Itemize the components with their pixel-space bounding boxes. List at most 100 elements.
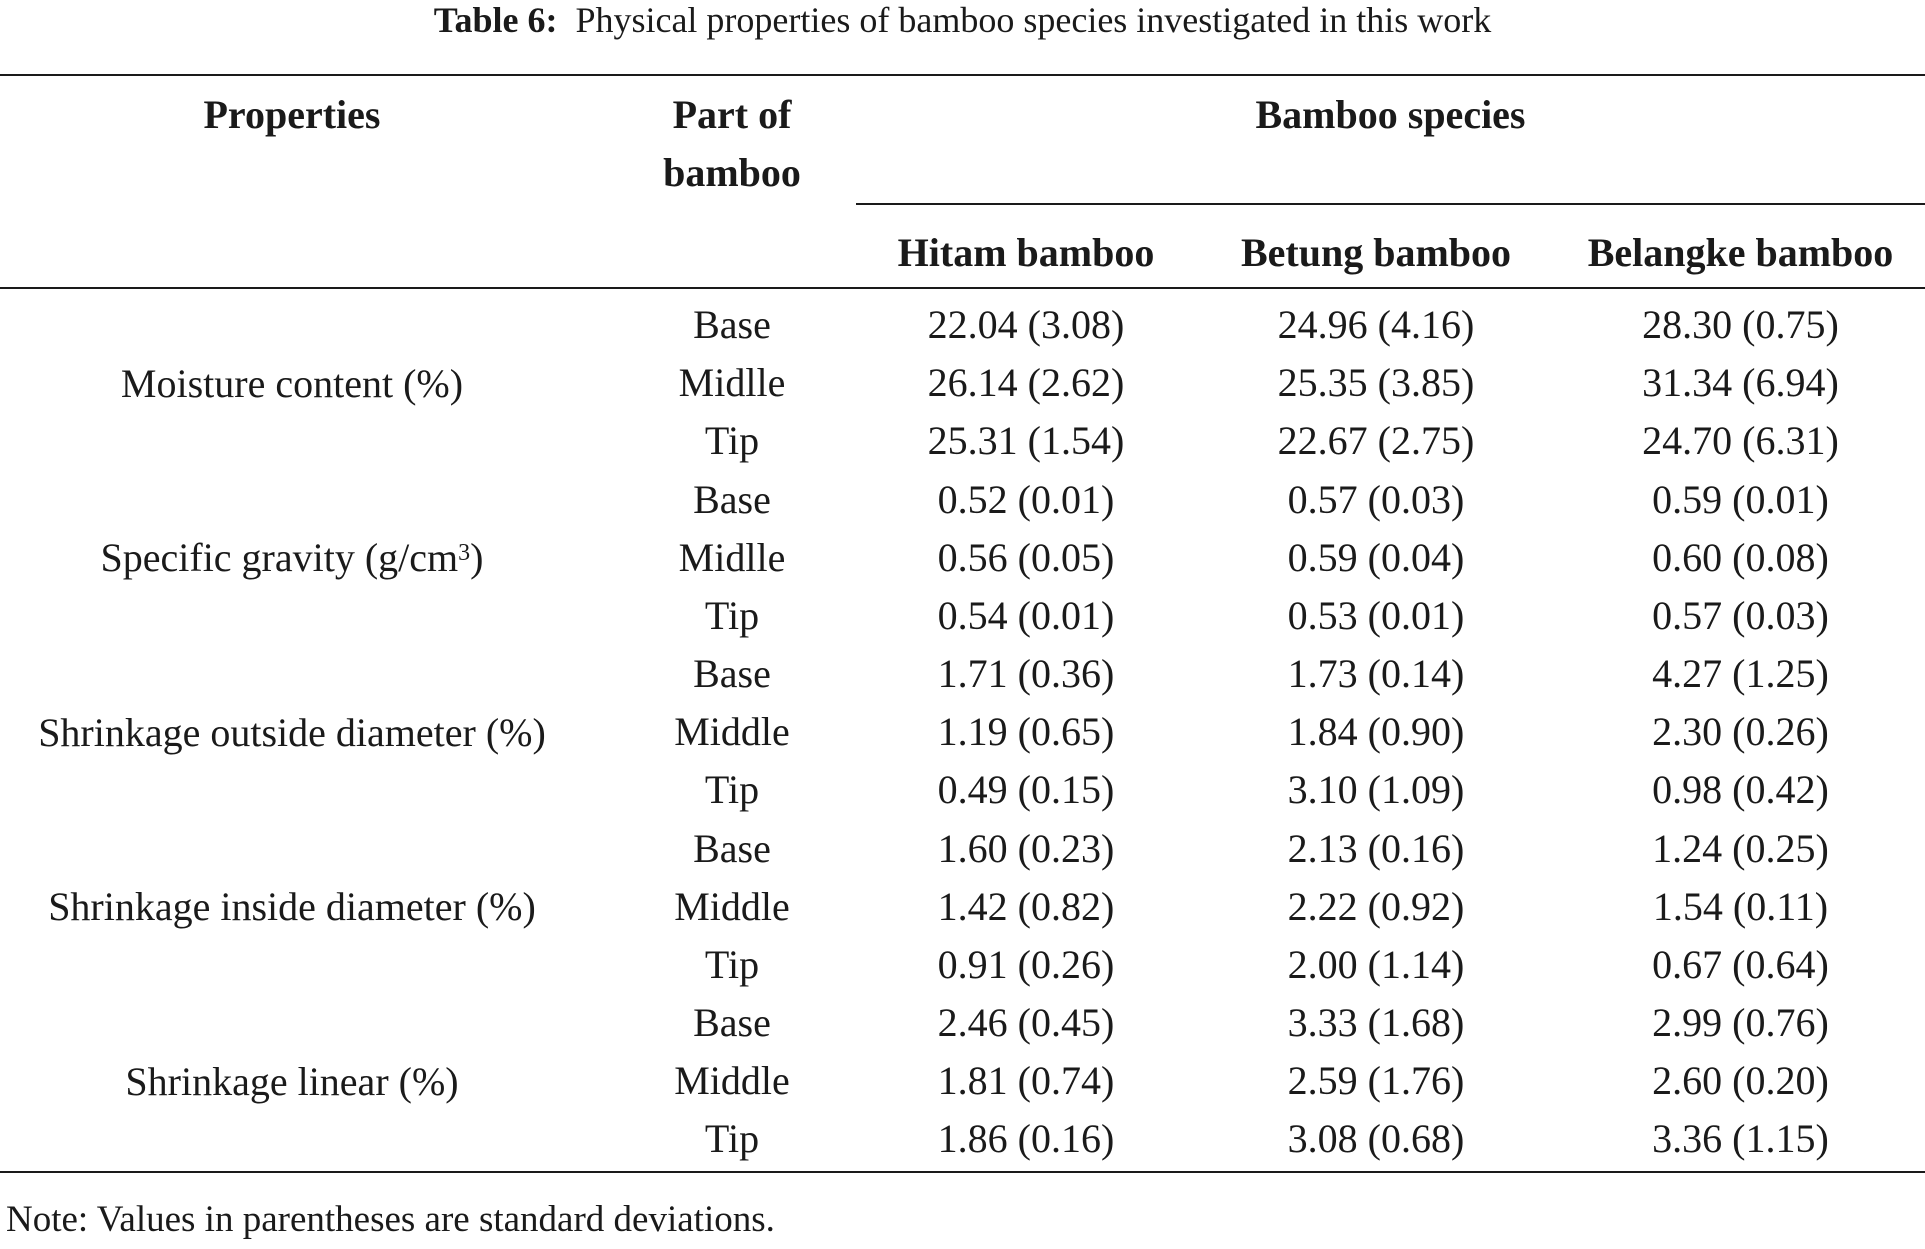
part-cell: Tip [704, 941, 760, 987]
table-row: Midlle 0.56 (0.05) 0.59 (0.04) 0.60 (0.0… [0, 529, 1925, 587]
value-cell-hitam: 1.71 (0.36) [937, 651, 1115, 696]
table-bottom-rule [0, 1171, 1925, 1173]
table-row: Midlle 26.14 (2.62) 25.35 (3.85) 31.34 (… [0, 354, 1925, 412]
table-row: Middle 1.81 (0.74) 2.59 (1.76) 2.60 (0.2… [0, 1052, 1925, 1110]
value-cell-betung: 25.35 (3.85) [1277, 360, 1475, 406]
table-body: Moisture content (%) Base 22.04 (3.08) 2… [0, 296, 1925, 1169]
value-cell-betung: 1.84 (0.90) [1287, 709, 1465, 755]
value-cell-belangke: 28.30 (0.75) [1642, 302, 1839, 347]
part-cell: Midlle [678, 360, 786, 406]
table-note: Note: Values in parentheses are standard… [6, 1199, 775, 1240]
table-row: Base 0.52 (0.01) 0.57 (0.03) 0.59 (0.01) [0, 471, 1925, 529]
value-cell-betung: 24.96 (4.16) [1277, 302, 1475, 347]
group-specific-gravity: Specific gravity (g/cm 3) Base 0.52 (0.01… [0, 471, 1925, 646]
value-cell-betung: 3.08 (0.68) [1287, 1116, 1465, 1162]
header-betung-bamboo: Betung bamboo [1240, 230, 1512, 275]
value-cell-betung: 0.53 (0.01) [1287, 592, 1465, 638]
value-cell-belangke: 0.60 (0.08) [1652, 534, 1829, 580]
property-label: Shrinkage inside diameter (%) [48, 884, 536, 930]
header-hitam-bamboo: Hitam bamboo [897, 230, 1155, 275]
value-cell-hitam: 1.86 (0.16) [937, 1116, 1115, 1162]
part-cell: Middle [674, 883, 790, 929]
table-row: Middle 1.19 (0.65) 1.84 (0.90) 2.30 (0.2… [0, 703, 1925, 761]
value-cell-belangke: 31.34 (6.94) [1642, 360, 1839, 406]
value-cell-belangke: 0.59 (0.01) [1652, 476, 1829, 522]
value-cell-hitam: 1.81 (0.74) [937, 1058, 1115, 1104]
part-cell: Base [693, 1000, 771, 1045]
value-cell-hitam: 1.42 (0.82) [937, 883, 1115, 929]
value-cell-hitam: 25.31 (1.54) [927, 418, 1125, 464]
value-cell-belangke: 3.36 (1.15) [1652, 1116, 1829, 1162]
value-cell-belangke: 0.57 (0.03) [1652, 592, 1829, 638]
value-cell-hitam: 1.19 (0.65) [937, 709, 1115, 755]
value-cell-betung: 3.33 (1.68) [1287, 1000, 1465, 1045]
part-cell: Base [693, 302, 771, 347]
header-part-line2: bamboo [663, 150, 801, 195]
part-cell: Base [693, 825, 771, 871]
table-top-rule [0, 74, 1925, 76]
value-cell-betung: 2.00 (1.14) [1287, 941, 1465, 987]
table-row: Base 22.04 (3.08) 24.96 (4.16) 28.30 (0.… [0, 296, 1925, 354]
property-label: Shrinkage linear (%) [125, 1058, 459, 1104]
value-cell-betung: 3.10 (1.09) [1287, 767, 1465, 813]
value-cell-belangke: 1.24 (0.25) [1652, 825, 1829, 871]
value-cell-belangke: 4.27 (1.25) [1652, 651, 1829, 696]
part-cell: Tip [704, 418, 760, 464]
value-cell-betung: 22.67 (2.75) [1277, 418, 1475, 464]
value-cell-hitam: 26.14 (2.62) [927, 360, 1125, 406]
table-row: Base 1.60 (0.23) 2.13 (0.16) 1.24 (0.25) [0, 820, 1925, 878]
header-bottom-rule [0, 287, 1925, 289]
table-row: Tip 0.91 (0.26) 2.00 (1.14) 0.67 (0.64) [0, 936, 1925, 994]
part-cell: Middle [674, 709, 790, 755]
property-label-text: Specific gravity (g/cm [100, 535, 459, 581]
group-shrinkage-linear: Shrinkage linear (%) Base 2.46 (0.45) 3.… [0, 994, 1925, 1169]
table-caption-label: Table 6: [433, 0, 558, 40]
group-moisture-content: Moisture content (%) Base 22.04 (3.08) 2… [0, 296, 1925, 471]
table-row: Tip 0.49 (0.15) 3.10 (1.09) 0.98 (0.42) [0, 761, 1925, 819]
value-cell-hitam: 0.56 (0.05) [937, 534, 1115, 580]
value-cell-betung: 2.59 (1.76) [1287, 1058, 1465, 1104]
value-cell-belangke: 2.60 (0.20) [1652, 1058, 1829, 1104]
value-cell-hitam: 0.52 (0.01) [937, 476, 1115, 522]
table-row: Middle 1.42 (0.82) 2.22 (0.92) 1.54 (0.1… [0, 878, 1925, 936]
part-cell: Tip [704, 767, 760, 813]
header-bamboo-species: Bamboo species [1255, 92, 1526, 137]
value-cell-hitam: 2.46 (0.45) [937, 1000, 1115, 1045]
value-cell-belangke: 2.30 (0.26) [1652, 709, 1829, 755]
table-row: Tip 1.86 (0.16) 3.08 (0.68) 3.36 (1.15) [0, 1110, 1925, 1168]
property-label-superscript: 3 [458, 540, 471, 567]
value-cell-hitam: 22.04 (3.08) [927, 302, 1125, 347]
table-caption-text: Physical properties of bamboo species in… [575, 0, 1492, 40]
table-row: Tip 0.54 (0.01) 0.53 (0.01) 0.57 (0.03) [0, 587, 1925, 645]
value-cell-betung: 0.59 (0.04) [1287, 534, 1465, 580]
group-shrinkage-inside-diameter: Shrinkage inside diameter (%) Base 1.60 … [0, 820, 1925, 995]
part-cell: Tip [704, 1116, 760, 1162]
species-group-rule [856, 203, 1925, 205]
header-part-line1: Part of [672, 92, 792, 137]
property-label: Moisture content (%) [120, 360, 464, 406]
value-cell-belangke: 0.98 (0.42) [1652, 767, 1829, 813]
table-row: Base 2.46 (0.45) 3.33 (1.68) 2.99 (0.76) [0, 994, 1925, 1052]
value-cell-hitam: 0.91 (0.26) [937, 941, 1115, 987]
value-cell-hitam: 0.49 (0.15) [937, 767, 1115, 813]
value-cell-betung: 2.13 (0.16) [1287, 825, 1465, 871]
value-cell-betung: 1.73 (0.14) [1287, 651, 1465, 696]
header-belangke-bamboo: Belangke bamboo [1587, 230, 1894, 275]
part-cell: Midlle [678, 534, 786, 580]
property-label: Specific gravity (g/cm 3) [0, 471, 584, 646]
part-cell: Base [693, 651, 771, 696]
part-cell: Base [693, 476, 771, 522]
table-row: Tip 25.31 (1.54) 22.67 (2.75) 24.70 (6.3… [0, 412, 1925, 470]
header-part-of-bamboo: Part of bamboo [624, 86, 840, 202]
property-label: Shrinkage outside diameter (%) [38, 709, 546, 755]
table-row: Base 1.71 (0.36) 1.73 (0.14) 4.27 (1.25) [0, 645, 1925, 703]
value-cell-belangke: 2.99 (0.76) [1652, 1000, 1829, 1045]
property-label-tail: ) [470, 535, 484, 581]
header-properties: Properties [203, 92, 381, 137]
value-cell-belangke: 24.70 (6.31) [1642, 418, 1839, 464]
part-cell: Middle [674, 1058, 790, 1104]
part-cell: Tip [704, 592, 760, 638]
value-cell-hitam: 1.60 (0.23) [937, 825, 1115, 871]
value-cell-belangke: 1.54 (0.11) [1652, 883, 1829, 929]
value-cell-betung: 2.22 (0.92) [1287, 883, 1465, 929]
